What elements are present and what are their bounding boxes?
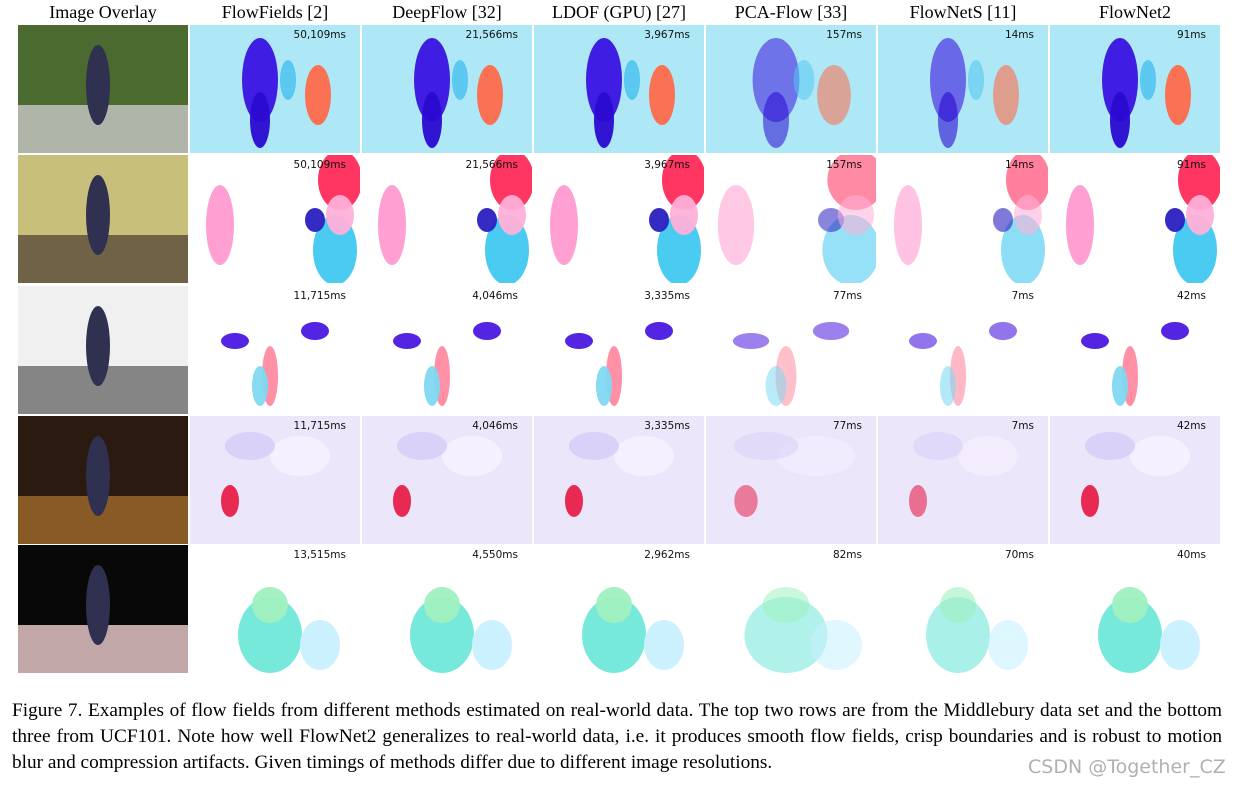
flow-image <box>1050 286 1220 414</box>
flow-image <box>190 286 360 414</box>
timing-label: 50,109ms <box>293 29 346 41</box>
flow-image <box>190 416 360 544</box>
timing-label: 50,109ms <box>293 159 346 171</box>
timing-label: 3,335ms <box>644 290 690 302</box>
timing-label: 2,962ms <box>644 549 690 561</box>
watermark: CSDN @Together_CZ <box>1028 756 1226 778</box>
timing-label: 11,715ms <box>293 290 346 302</box>
timing-label: 3,335ms <box>644 420 690 432</box>
column-header: DeepFlow [32] <box>392 2 502 22</box>
timing-label: 157ms <box>826 159 862 171</box>
flow-image <box>190 155 360 283</box>
input-image <box>18 155 188 283</box>
flow-image <box>706 416 876 544</box>
input-image <box>18 25 188 153</box>
flow-image <box>1050 155 1220 283</box>
flow-image <box>706 545 876 673</box>
timing-label: 77ms <box>832 290 862 302</box>
timing-label: 42ms <box>1176 290 1206 302</box>
timing-label: 42ms <box>1176 420 1206 432</box>
flow-image <box>534 545 704 673</box>
timing-label: 70ms <box>1004 549 1034 561</box>
flow-image <box>362 545 532 673</box>
timing-label: 91ms <box>1176 159 1206 171</box>
flow-image <box>878 416 1048 544</box>
flow-image <box>878 286 1048 414</box>
timing-label: 40ms <box>1176 549 1206 561</box>
flow-image <box>534 155 704 283</box>
flow-image <box>1050 545 1220 673</box>
flow-image <box>362 25 532 153</box>
timing-label: 3,967ms <box>644 29 690 41</box>
column-header: Image Overlay <box>49 2 157 22</box>
timing-label: 157ms <box>826 29 862 41</box>
timing-label: 14ms <box>1004 29 1034 41</box>
flow-image <box>706 155 876 283</box>
timing-label: 4,550ms <box>472 549 518 561</box>
timing-label: 4,046ms <box>472 420 518 432</box>
column-header: PCA-Flow [33] <box>734 2 848 22</box>
flow-image <box>362 286 532 414</box>
timing-label: 13,515ms <box>293 549 346 561</box>
input-image <box>18 286 188 414</box>
column-header: FlowNetS [11] <box>909 2 1017 22</box>
flow-image <box>706 25 876 153</box>
flow-image <box>534 25 704 153</box>
column-header: FlowNet2 <box>1099 2 1171 22</box>
column-header: LDOF (GPU) [27] <box>552 2 686 22</box>
column-header: FlowFields [2] <box>221 2 329 22</box>
timing-label: 7ms <box>1011 290 1034 302</box>
timing-label: 3,967ms <box>644 159 690 171</box>
input-image <box>18 416 188 544</box>
flow-image <box>190 25 360 153</box>
timing-label: 7ms <box>1011 420 1034 432</box>
flow-image <box>534 286 704 414</box>
flow-image <box>1050 416 1220 544</box>
figure-caption: Figure 7. Examples of flow fields from d… <box>12 700 1222 773</box>
timing-label: 11,715ms <box>293 420 346 432</box>
flow-image <box>534 416 704 544</box>
timing-label: 91ms <box>1176 29 1206 41</box>
flow-image <box>362 416 532 544</box>
flow-image <box>878 25 1048 153</box>
flow-image <box>878 155 1048 283</box>
flow-image <box>706 286 876 414</box>
timing-label: 82ms <box>832 549 862 561</box>
flow-image <box>190 545 360 673</box>
timing-label: 14ms <box>1004 159 1034 171</box>
timing-label: 21,566ms <box>465 29 518 41</box>
flow-image <box>878 545 1048 673</box>
flow-image <box>1050 25 1220 153</box>
input-image <box>18 545 188 673</box>
timing-label: 21,566ms <box>465 159 518 171</box>
timing-label: 4,046ms <box>472 290 518 302</box>
timing-label: 77ms <box>832 420 862 432</box>
flow-image <box>362 155 532 283</box>
